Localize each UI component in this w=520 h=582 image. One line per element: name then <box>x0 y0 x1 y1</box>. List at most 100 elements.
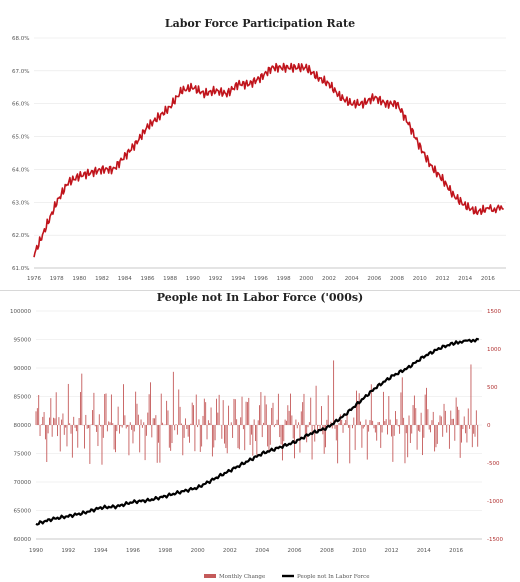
monthly-change-bar <box>356 390 357 425</box>
monthly-change-bar <box>343 423 345 425</box>
monthly-change-bar <box>420 412 422 425</box>
monthly-change-bar <box>119 425 120 434</box>
monthly-change-bar <box>187 425 189 437</box>
monthly-change-bar <box>160 393 162 425</box>
monthly-change-bar <box>50 398 52 425</box>
monthly-change-bar <box>61 419 63 425</box>
monthly-change-bar <box>255 425 256 442</box>
monthly-change-bar <box>349 425 351 464</box>
monthly-change-bar <box>276 419 278 425</box>
monthly-change-bar <box>43 412 45 425</box>
monthly-change-bar <box>198 419 200 425</box>
monthly-change-bar <box>427 409 429 425</box>
monthly-change-bar <box>194 425 196 452</box>
monthly-change-bar <box>261 425 263 438</box>
monthly-change-bar <box>152 418 154 425</box>
monthly-change-bar <box>159 425 161 463</box>
monthly-change-bar <box>81 373 83 425</box>
monthly-change-bar <box>281 425 283 461</box>
y-tick-label: 68.0% <box>12 36 29 42</box>
monthly-change-bar <box>79 392 81 425</box>
monthly-change-bar <box>234 399 236 425</box>
monthly-change-bar <box>145 425 147 436</box>
monthly-change-bar <box>416 425 418 450</box>
monthly-change-bar <box>117 406 119 425</box>
monthly-change-bar <box>228 405 230 425</box>
monthly-change-bar <box>338 422 340 425</box>
lfpr-chart-title: Labor Force Participation Rate <box>165 17 355 30</box>
monthly-change-bar <box>422 425 423 456</box>
monthly-change-bar <box>284 419 286 425</box>
monthly-change-bar <box>396 419 398 425</box>
monthly-change-bar <box>469 425 471 429</box>
monthly-change-bar <box>477 425 479 447</box>
monthly-change-bar <box>302 402 304 425</box>
monthly-change-bar <box>162 422 164 425</box>
monthly-change-bar <box>144 425 146 461</box>
monthly-change-bar <box>218 394 220 425</box>
monthly-change-bar <box>217 412 219 425</box>
monthly-change-bar <box>419 425 421 432</box>
monthly-change-bar <box>458 409 460 425</box>
monthly-change-bar <box>156 425 158 463</box>
monthly-change-bar <box>446 425 448 433</box>
monthly-change-bar <box>226 425 228 454</box>
monthly-change-bar <box>57 425 58 437</box>
monthly-change-bar <box>298 422 300 425</box>
x-tick-label: 1982 <box>95 276 109 282</box>
monthly-change-bar <box>263 422 265 425</box>
monthly-change-bar <box>253 419 255 425</box>
monthly-change-bar <box>141 425 143 428</box>
monthly-change-bar <box>345 420 347 425</box>
x-tick-label: 2000 <box>299 276 313 282</box>
monthly-change-bar <box>450 410 452 425</box>
monthly-change-bar <box>180 423 182 425</box>
monthly-change-bar <box>100 425 102 427</box>
monthly-change-bar <box>75 425 77 432</box>
monthly-change-bar <box>241 396 243 425</box>
x-tick-label: 1984 <box>118 276 132 282</box>
monthly-change-bar <box>384 421 386 425</box>
monthly-change-bar <box>252 425 254 456</box>
monthly-change-bar <box>176 425 178 435</box>
x-tick-label: 2002 <box>223 548 237 554</box>
monthly-change-bar <box>377 422 379 425</box>
monthly-change-bar <box>330 421 332 425</box>
monthly-change-bar <box>210 407 212 425</box>
monthly-change-bar <box>353 417 355 425</box>
monthly-change-bar <box>120 425 122 427</box>
monthly-change-bar <box>436 425 438 444</box>
monthly-change-bar <box>211 425 213 457</box>
monthly-change-bar <box>129 422 131 425</box>
monthly-change-bar <box>409 425 411 443</box>
monthly-change-bar <box>179 406 181 425</box>
y-tick-label: 90000 <box>14 366 32 372</box>
monthly-change-bar <box>189 425 190 443</box>
monthly-change-bar <box>195 394 197 425</box>
monthly-change-bar <box>370 384 372 425</box>
lfpr-series-line <box>33 62 504 258</box>
monthly-change-bar <box>65 425 67 428</box>
monthly-change-bar <box>264 395 266 425</box>
monthly-change-bar <box>405 425 407 434</box>
x-tick-label: 1980 <box>72 276 86 282</box>
y-tick-label: 75000 <box>14 452 32 458</box>
lfpr-chart: Labor Force Participation Rate 61.0% 62.0… <box>12 17 506 282</box>
monthly-change-bar <box>314 425 316 442</box>
monthly-change-bar <box>334 425 336 429</box>
monthly-change-bar <box>400 392 402 425</box>
y-tick-label: 65000 <box>14 509 32 515</box>
monthly-change-bar <box>387 425 388 435</box>
monthly-change-bar <box>267 425 269 447</box>
monthly-change-bar <box>453 418 454 425</box>
monthly-change-bar <box>473 425 475 434</box>
monthly-change-bar <box>430 425 432 433</box>
monthly-change-bar <box>412 405 414 425</box>
monthly-change-bar <box>423 425 425 438</box>
monthly-change-bar <box>249 425 251 445</box>
monthly-change-bar <box>89 425 91 464</box>
monthly-change-bar <box>360 421 361 425</box>
monthly-change-bar <box>222 400 224 425</box>
x-tick-label: 2012 <box>435 276 449 282</box>
monthly-change-bar <box>172 371 174 425</box>
